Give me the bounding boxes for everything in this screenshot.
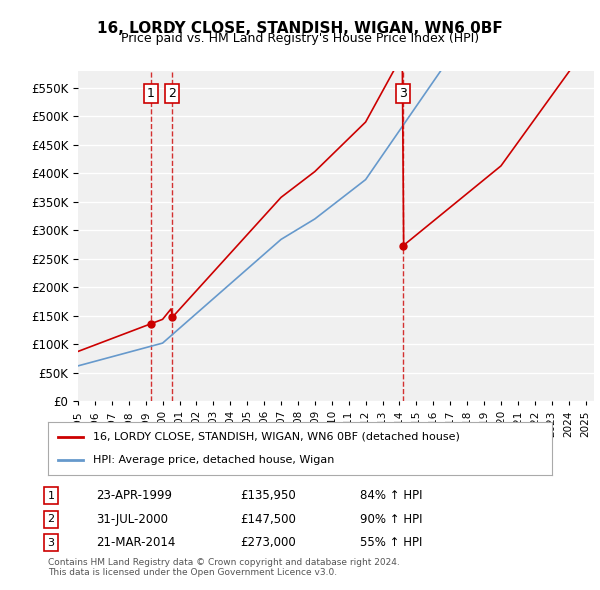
- Text: Price paid vs. HM Land Registry's House Price Index (HPI): Price paid vs. HM Land Registry's House …: [121, 32, 479, 45]
- Text: 16, LORDY CLOSE, STANDISH, WIGAN, WN6 0BF: 16, LORDY CLOSE, STANDISH, WIGAN, WN6 0B…: [97, 21, 503, 35]
- Text: 84% ↑ HPI: 84% ↑ HPI: [360, 489, 422, 502]
- Text: 23-APR-1999: 23-APR-1999: [96, 489, 172, 502]
- Text: 2: 2: [169, 87, 176, 100]
- Text: £273,000: £273,000: [240, 536, 296, 549]
- Text: 1: 1: [47, 491, 55, 500]
- Text: 1: 1: [147, 87, 155, 100]
- Text: 21-MAR-2014: 21-MAR-2014: [96, 536, 175, 549]
- Text: 3: 3: [47, 538, 55, 548]
- Text: 31-JUL-2000: 31-JUL-2000: [96, 513, 168, 526]
- Text: 2: 2: [47, 514, 55, 524]
- Text: £147,500: £147,500: [240, 513, 296, 526]
- Text: 16, LORDY CLOSE, STANDISH, WIGAN, WN6 0BF (detached house): 16, LORDY CLOSE, STANDISH, WIGAN, WN6 0B…: [94, 432, 460, 442]
- Text: HPI: Average price, detached house, Wigan: HPI: Average price, detached house, Wiga…: [94, 455, 335, 465]
- Text: 90% ↑ HPI: 90% ↑ HPI: [360, 513, 422, 526]
- Text: Contains HM Land Registry data © Crown copyright and database right 2024.
This d: Contains HM Land Registry data © Crown c…: [48, 558, 400, 577]
- Text: 55% ↑ HPI: 55% ↑ HPI: [360, 536, 422, 549]
- Text: 3: 3: [399, 87, 407, 100]
- Text: £135,950: £135,950: [240, 489, 296, 502]
